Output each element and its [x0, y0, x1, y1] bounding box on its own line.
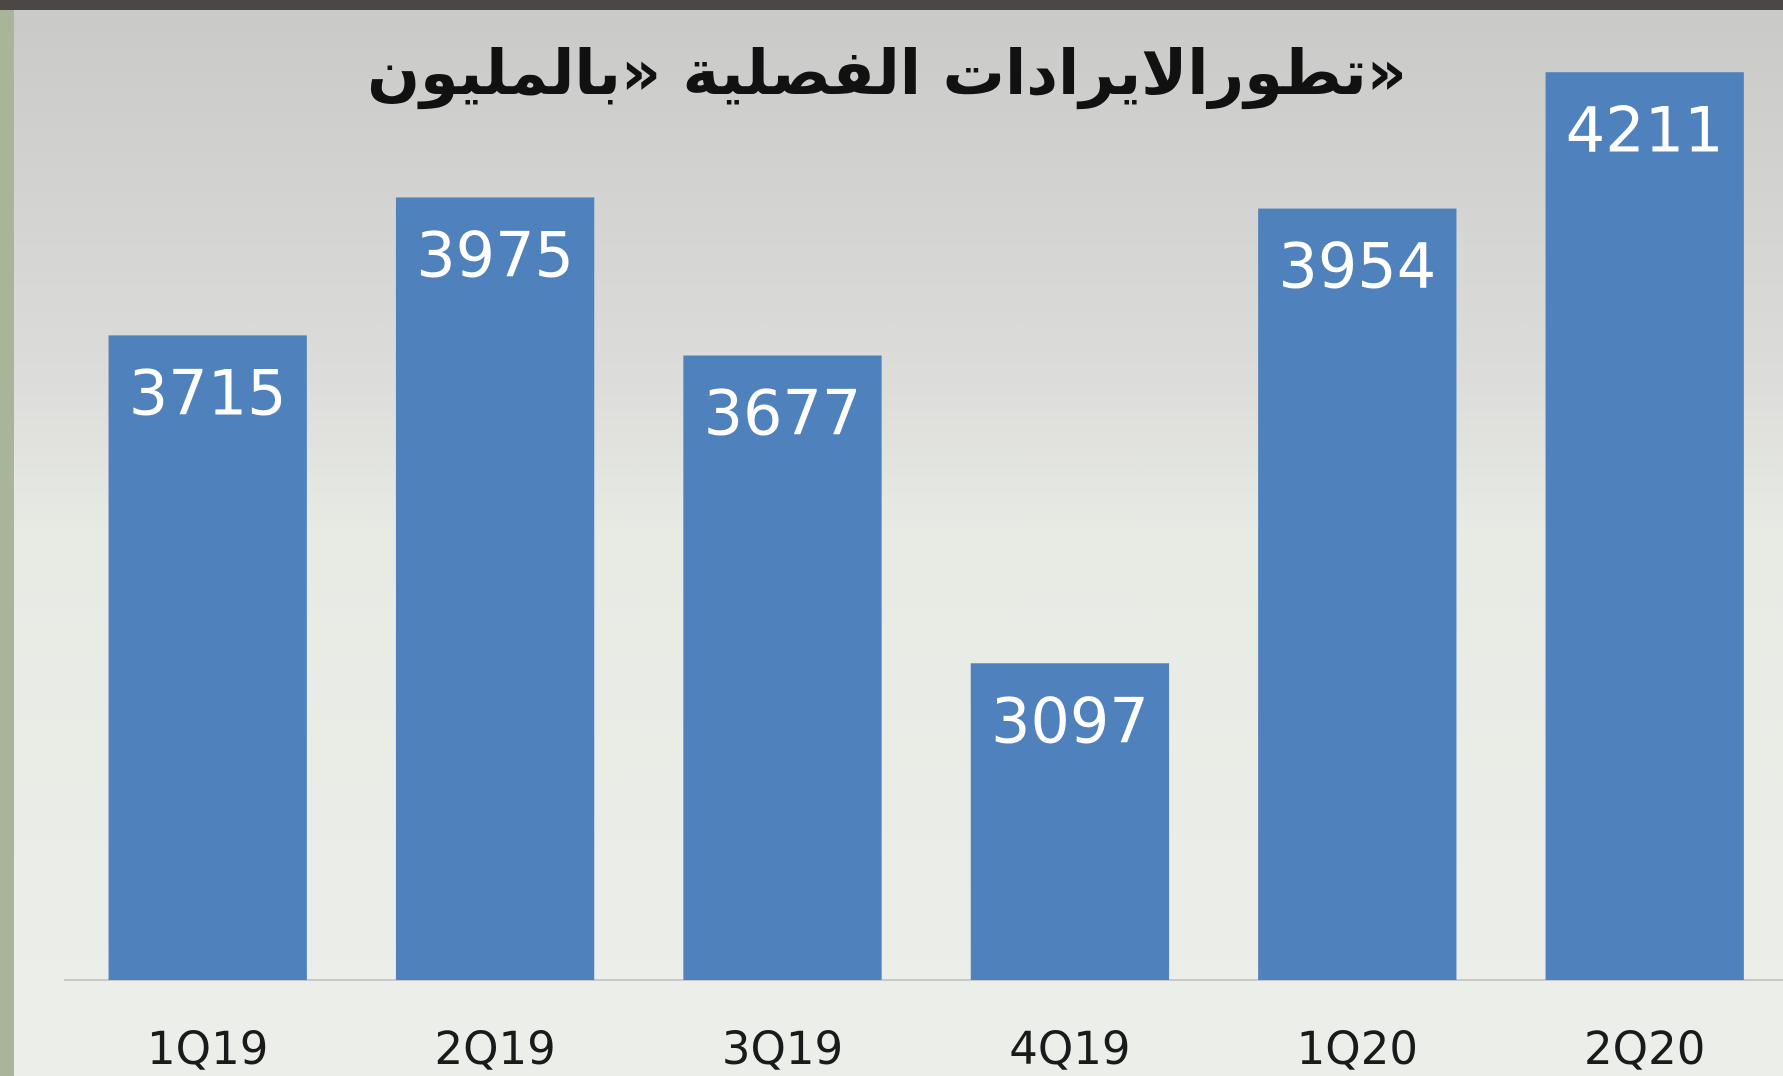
chart-title: تطورالايرادات الفصلية «بالمليون» [367, 36, 1407, 109]
x-tick-label: 2Q19 [434, 1022, 555, 1075]
bar [1258, 209, 1456, 980]
value-label: 3954 [1278, 230, 1436, 303]
value-label: 3715 [129, 356, 287, 429]
value-label: 3975 [416, 219, 574, 292]
x-tick-label: 1Q19 [147, 1022, 268, 1075]
chart: تطورالايرادات الفصلية «بالمليون» 1Q19 371… [0, 0, 1783, 1076]
bar [109, 335, 307, 980]
x-tick-label: 1Q20 [1297, 1022, 1418, 1075]
value-label: 3677 [704, 377, 862, 450]
value-label: 3097 [991, 684, 1149, 757]
x-tick-label: 3Q19 [722, 1022, 843, 1075]
bar [1546, 72, 1744, 980]
x-tick-label: 4Q19 [1009, 1022, 1130, 1075]
bar [396, 197, 594, 980]
value-label: 4211 [1566, 93, 1724, 166]
x-tick-label: 2Q20 [1584, 1022, 1705, 1075]
left-edge [0, 0, 14, 1076]
page: تطورالايرادات الفصلية «بالمليون» 1Q19 371… [0, 0, 1783, 1076]
top-edge [0, 0, 1783, 10]
